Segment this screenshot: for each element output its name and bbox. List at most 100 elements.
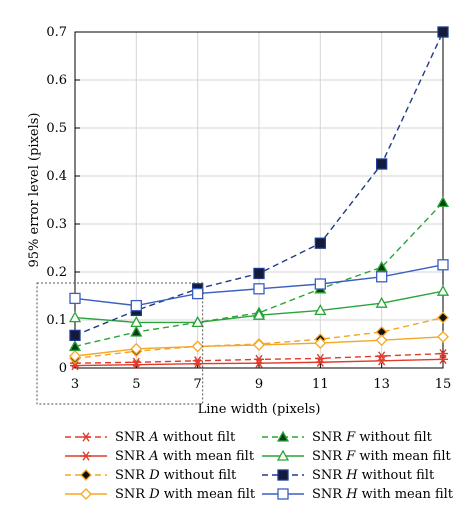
legend-marker [276,430,290,442]
legend-label-prefix: SNR [312,449,346,464]
data-point [253,283,265,295]
data-point [191,340,204,353]
legend-label-prefix: SNR [312,430,346,445]
legend-label: SNR F without filt [312,430,433,445]
x-tick-label: 13 [373,377,390,392]
data-point [375,334,388,347]
x-axis-ticks: 3 5 7 9 11 13 15 [71,363,451,392]
legend-label-prefix: SNR [115,487,149,502]
data-point [68,311,82,323]
data-point [70,360,80,371]
series-5 [68,284,450,328]
x-tick-label: 3 [71,377,79,392]
data-point [437,259,449,271]
legend-marker [81,432,91,442]
zoom-region-box [36,282,204,405]
x-tick-label: 7 [194,377,202,392]
legend-marker [80,469,92,481]
legend-label-letter: F [345,430,356,445]
legend-label-letter: A [148,430,158,445]
y-tick-label: 0.7 [46,25,67,40]
data-point [192,287,204,300]
legend-label-letter: H [345,468,358,483]
data-point [130,299,142,312]
legend-marker [277,488,289,500]
data-point [192,359,203,369]
legend-marker [80,488,92,500]
legend-label-suffix: with mean filt [358,487,454,502]
data-point [130,316,143,328]
data-point [69,350,81,362]
y-axis-ticks: 0 0.1 0.2 0.3 0.4 0.5 0.6 0.7 [46,25,80,376]
legend-label-letter: F [345,449,356,464]
series-1 [70,354,448,371]
legend-marker [277,469,289,481]
legend-label-letter: D [148,487,160,502]
data-point [68,340,82,352]
legend-label-prefix: SNR [312,468,346,483]
legend-label-suffix: with mean filt [159,449,255,464]
data-point [130,325,143,337]
legend-label-letter: D [148,468,160,483]
series-layer [68,26,450,371]
x-tick-label: 15 [435,377,452,392]
y-tick-label: 0.1 [46,313,67,328]
data-point [315,357,326,367]
data-point [69,329,81,342]
data-point [69,292,81,305]
data-point [191,316,204,328]
data-point [437,330,449,343]
y-tick-label: 0.5 [46,121,67,136]
legend-entry-7: SNR H with mean filt [262,487,454,502]
data-point [437,311,449,324]
legend-label: SNR D with mean filt [115,487,256,502]
y-tick-label: 0.3 [46,217,67,232]
data-point [376,271,388,283]
legend-label-prefix: SNR [312,487,346,502]
legend-marker [276,449,290,461]
data-point [131,359,142,370]
legend-label-suffix: without filt [355,430,432,445]
x-tick-label: 11 [312,377,329,392]
legend-label-suffix: without filt [358,468,435,483]
x-tick-label: 5 [132,377,140,392]
data-point [376,356,387,366]
legend-label: SNR D without filt [115,468,237,483]
legend-label: SNR H with mean filt [312,487,454,502]
data-point [314,337,327,349]
data-point [314,278,326,290]
data-point [130,342,143,355]
legend-label: SNR H without filt [312,468,435,483]
legend-entry-6: SNR H without filt [262,468,435,483]
legend-label-suffix: with mean filt [160,487,256,502]
legend-entry-0: SNR A without filt [65,430,236,445]
data-point [375,296,388,308]
y-tick-label: 0.6 [46,73,67,88]
legend-label: SNR F with mean filt [312,449,451,464]
legend-label-prefix: SNR [115,449,149,464]
data-point [438,354,448,365]
legend-label-prefix: SNR [115,430,149,445]
legend-entry-1: SNR A with mean filt [65,449,255,464]
legend-entry-3: SNR D with mean filt [65,487,256,502]
data-point [252,308,266,320]
legend-entry-2: SNR D without filt [65,468,237,483]
x-tick-label: 9 [255,377,263,392]
y-tick-label: 0.2 [46,265,67,280]
legend-label-suffix: without filt [160,468,237,483]
data-point [436,196,450,208]
series-3 [69,330,449,362]
legend-label-suffix: with mean filt [355,449,451,464]
y-axis-label: 95% error level (pixels) [27,113,42,268]
data-point [437,26,449,38]
y-tick-label: 0 [59,361,67,376]
data-point [314,237,326,249]
legend-label-letter: H [345,487,358,502]
legend-label: SNR A without filt [115,430,236,445]
legend-label-letter: A [148,449,158,464]
legend-label-prefix: SNR [115,468,149,483]
data-point [436,284,450,296]
data-point [376,158,388,170]
